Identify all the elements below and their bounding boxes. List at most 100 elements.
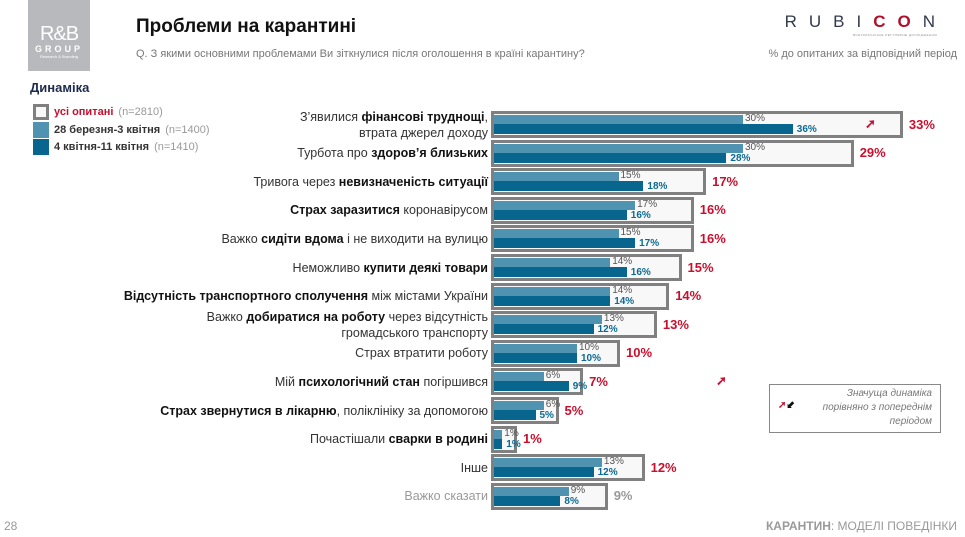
value-period1: 1% [504, 427, 519, 439]
row-label: З’явилися фінансові труднощі, втрата джер… [299, 109, 488, 140]
bar-period2 [494, 352, 577, 363]
bar-period1 [494, 258, 611, 267]
bar-period2 [494, 381, 569, 392]
bar-period1 [494, 372, 544, 382]
bar-period1 [494, 115, 743, 124]
footer-section: КАРАНТИН: МОДЕЛІ ПОВЕДІНКИ [765, 519, 957, 533]
bar-period1 [494, 172, 619, 182]
value-period1: 14% [612, 256, 633, 267]
value-period1: 30% [745, 141, 766, 153]
value-total: 16% [699, 230, 726, 246]
value-period1: 6% [545, 370, 561, 382]
logo-text: R&B [39, 23, 79, 45]
row-label: Турбота про здоров’я близьких [297, 146, 488, 161]
row-label: Відсутність транспортного сполучення між… [123, 289, 488, 304]
row-label: Важко сказати [404, 489, 488, 504]
legend-item-period1: 28 березня-3 квітня (n=1400) [33, 122, 210, 138]
value-period1: 13% [603, 456, 624, 468]
value-period1: 13% [603, 313, 624, 325]
row-label: Важко добиратися на роботу через відсутн… [206, 309, 488, 340]
unit-note: % до опитаних за відповідний період [768, 48, 957, 60]
value-period2: 17% [639, 238, 660, 250]
value-period2: 10% [581, 352, 602, 364]
page-title: Проблеми на карантині [136, 16, 357, 37]
bar-period2 [494, 410, 536, 420]
bar-period2 [494, 181, 644, 192]
value-period1: 15% [620, 227, 641, 239]
value-total: 5% [564, 402, 584, 418]
value-period2: 9% [572, 381, 588, 393]
row-label: Інше [460, 460, 488, 475]
logo-text: Research & Branding [39, 54, 79, 59]
legend-swatch [33, 139, 49, 155]
bar-period1 [494, 315, 602, 325]
bar-period2 [494, 209, 627, 220]
row-label: Страх заразитися коронавірусом [290, 203, 488, 218]
row-label: Мій психологічний стан погіршився [274, 374, 488, 389]
bar-period2 [494, 295, 611, 306]
value-period2: 1% [506, 438, 521, 450]
value-total: 17% [712, 173, 739, 189]
value-period1: 9% [570, 484, 586, 496]
value-total: 14% [675, 288, 702, 304]
logo-text: GROUP [34, 44, 83, 54]
bar-period2 [494, 238, 636, 249]
bar-period2 [494, 495, 561, 506]
value-total: 13% [662, 316, 689, 332]
legend-item-period2: 4 квітня-11 квітня (n=1410) [33, 139, 198, 155]
value-period1: 14% [612, 284, 633, 296]
value-period2: 14% [614, 295, 635, 307]
value-total: 1% [523, 431, 542, 447]
section-title: Динаміка [30, 80, 90, 95]
row-label: Страх звернутися в лікарню, поліклініку … [160, 403, 488, 418]
bar-period1 [494, 343, 577, 353]
significance-note: ➚⬋ Значуща динаміка порівняно з попередні… [769, 384, 941, 433]
value-total: 7% [589, 373, 608, 389]
value-period2: 28% [730, 152, 751, 164]
value-total: 33% [908, 116, 935, 132]
value-period2: 12% [597, 324, 618, 336]
arrow-up-icon: ➚ [865, 115, 876, 131]
page-number: 28 [4, 519, 18, 533]
legend-item-total: усі опитані (n=2810) [33, 104, 163, 120]
bar-period2 [494, 438, 503, 449]
bar-period2 [494, 152, 727, 163]
value-period2: 16% [630, 267, 651, 278]
bar-period1 [494, 286, 611, 296]
bar-period1 [494, 200, 636, 210]
bar-period2 [494, 267, 627, 277]
rubicon-tagline: ВСЕУКРАЇНСЬКЕ РЕГУЛЯРНЕ ДОСЛІДЖЕННЯ [853, 33, 937, 37]
value-total: 10% [626, 345, 653, 361]
value-period2: 5% [539, 410, 554, 421]
value-total: 9% [613, 488, 633, 504]
row-label: Важко сидіти вдома і не виходити на вули… [221, 231, 488, 246]
arrow-up-icon: ➚ [716, 372, 727, 388]
bar-period1 [494, 429, 503, 439]
value-total: 16% [699, 202, 726, 218]
bar-period1 [494, 401, 544, 410]
row-label: Почастішали сварки в родині [310, 432, 488, 447]
legend-swatch [33, 104, 49, 120]
value-period1: 30% [745, 113, 766, 124]
value-total: 29% [859, 145, 886, 161]
value-period2: 8% [564, 495, 579, 507]
value-period1: 10% [579, 341, 600, 353]
value-period2: 16% [630, 209, 651, 221]
legend-swatch [33, 122, 49, 138]
value-total: 15% [687, 259, 714, 275]
value-total: 12% [650, 459, 677, 475]
bar-period1 [494, 458, 602, 468]
bar-period2 [494, 324, 594, 335]
bar-period2 [494, 467, 594, 478]
value-period1: 6% [545, 399, 561, 410]
bar-period2 [494, 124, 793, 134]
value-period2: 36% [796, 124, 817, 135]
row-label: Неможливо купити деякі товари [292, 260, 488, 275]
bar-period1 [494, 486, 569, 496]
rubicon-logo: RUBICON [784, 12, 947, 31]
significance-arrows-icon: ➚⬋ [778, 400, 795, 411]
row-label: Страх втратити роботу [355, 346, 488, 361]
value-period1: 17% [637, 198, 658, 210]
question-text: Q. З якими основними проблемами Ви зіткн… [136, 48, 585, 60]
value-period2: 18% [647, 181, 668, 193]
